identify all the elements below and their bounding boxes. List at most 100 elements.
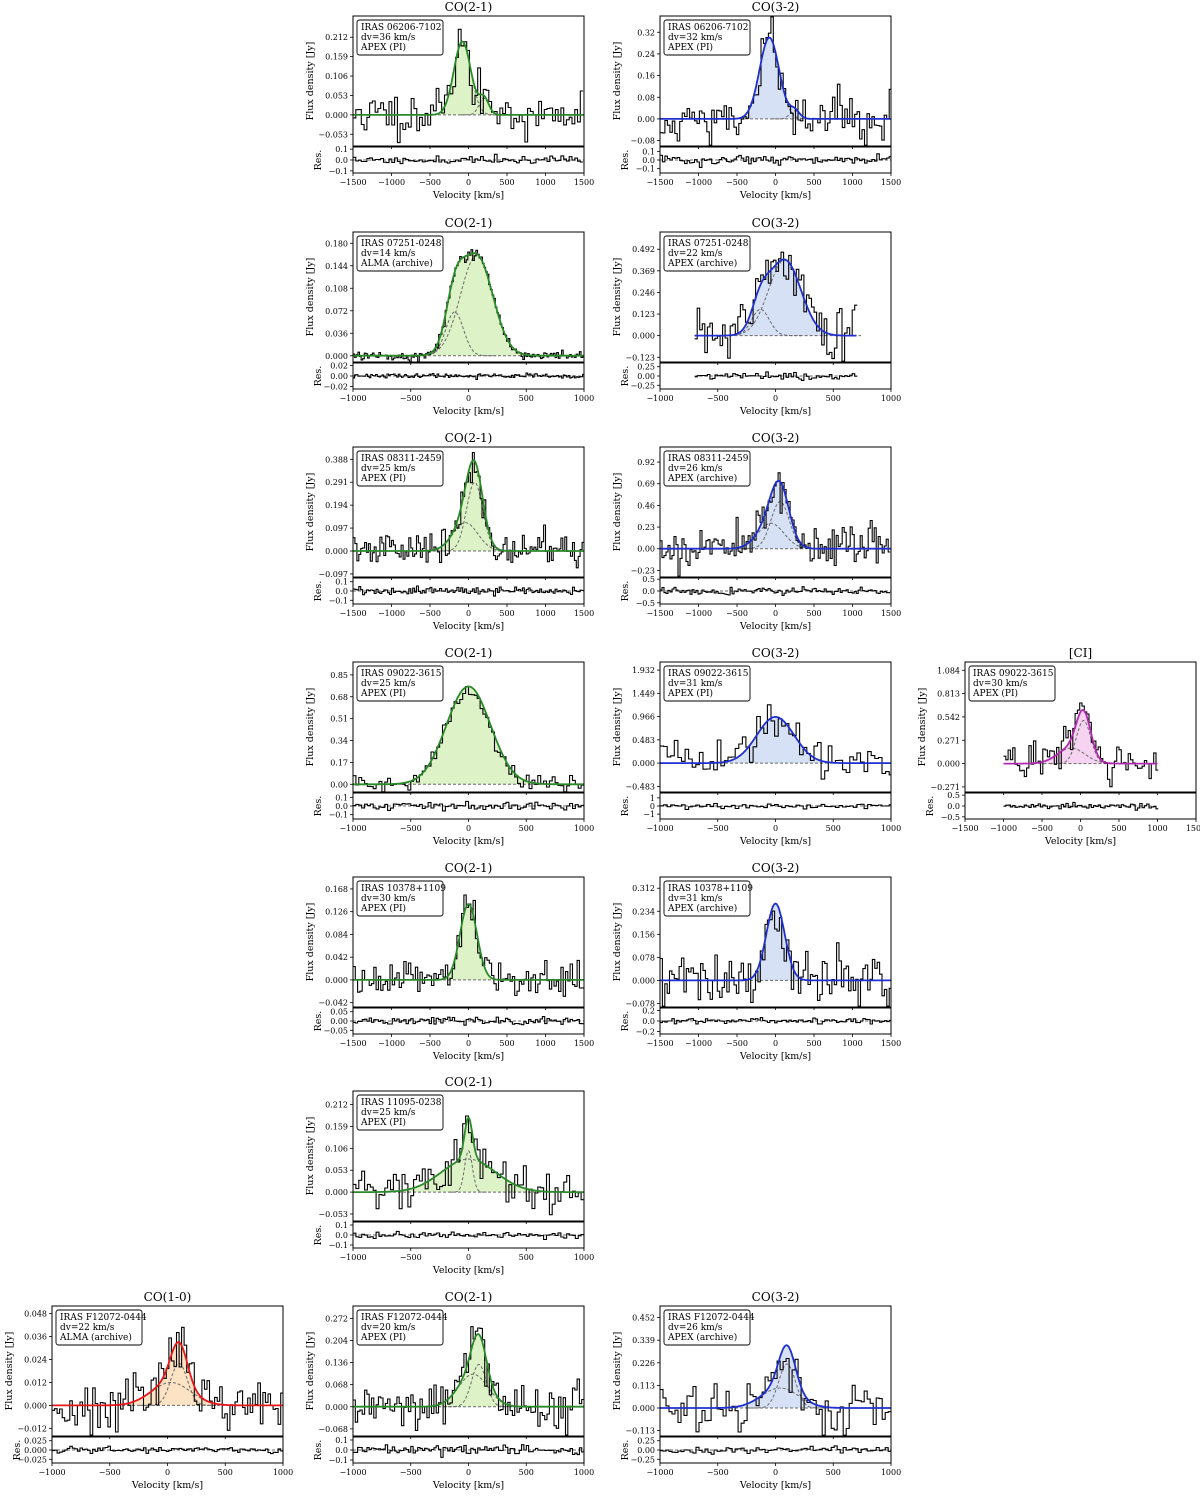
- x-tick-label: −1000: [646, 824, 673, 833]
- y-tick-label: 0.00: [330, 780, 348, 789]
- y-tick-label: 0.036: [325, 329, 348, 338]
- y-tick-label: 0.168: [325, 885, 348, 894]
- x-tick-label: −1000: [646, 1468, 673, 1477]
- x-tick-label: 500: [826, 394, 841, 403]
- model-fill: [353, 41, 584, 115]
- res-y-tick-label: 0.02: [330, 362, 348, 371]
- res-y-tick-label: 0: [650, 802, 655, 811]
- panel-title: CO(3-2): [752, 216, 800, 230]
- x-tick-label: 1500: [881, 609, 901, 618]
- res-y-tick-label: 0.1: [335, 793, 348, 802]
- panel-p8: −0.4830.0000.4830.9661.4491.932−101−1000…: [612, 646, 901, 847]
- x-tick-label: −1500: [951, 824, 978, 833]
- x-axis-label: Velocity [km/s]: [432, 1051, 504, 1062]
- x-tick-label: 500: [806, 609, 821, 618]
- panel-title: CO(3-2): [752, 1290, 800, 1304]
- residual-axis-label: Res.: [620, 581, 631, 602]
- gaussian-component-2: [413, 311, 497, 357]
- plot-area: [1003, 702, 1159, 788]
- y-tick-label: 0.000: [632, 976, 655, 985]
- info-box-frame: [55, 1309, 143, 1346]
- x-tick-label: 0: [1078, 824, 1083, 833]
- x-tick-label: 0: [773, 1468, 778, 1477]
- residual-axis-label: Res.: [313, 1225, 324, 1246]
- info-line-2: dv=30 km/s: [361, 894, 416, 904]
- spectrum: [660, 1357, 891, 1436]
- res-y-tick-label: 0.0: [335, 1231, 348, 1240]
- x-tick-label: 0: [466, 609, 471, 618]
- residual-area: [353, 1016, 584, 1026]
- residual-axis-label: Res.: [12, 1440, 23, 1461]
- res-y-tick-label: 0.25: [637, 363, 655, 372]
- info-line-3: APEX (PI): [360, 688, 406, 699]
- x-tick-label: 1000: [881, 1468, 901, 1477]
- residual-spectrum: [660, 586, 891, 596]
- y-tick-label: 0.000: [24, 1401, 47, 1410]
- x-tick-label: −1000: [339, 824, 366, 833]
- model-fill: [694, 259, 857, 336]
- res-y-tick-label: 0.1: [335, 1436, 348, 1445]
- y-tick-label: 0.180: [325, 239, 348, 248]
- res-y-tick-label: 0.0: [335, 587, 348, 596]
- x-tick-label: −1000: [378, 1039, 405, 1048]
- x-tick-label: 0: [466, 394, 471, 403]
- info-line-3: APEX (PI): [667, 42, 713, 53]
- y-tick-label: 0.17: [330, 758, 348, 767]
- res-y-tick-label: −0.2: [636, 1027, 655, 1036]
- x-tick-label: −500: [726, 609, 748, 618]
- residual-area: [660, 1445, 891, 1455]
- y-tick-label: 0.159: [325, 1122, 348, 1131]
- x-tick-label: 1500: [574, 178, 594, 187]
- info-line-3: APEX (archive): [667, 1332, 737, 1343]
- info-line-2: dv=26 km/s: [668, 1323, 723, 1333]
- plot-area: [660, 16, 891, 146]
- info-box-frame: [663, 1309, 751, 1346]
- y-tick-label: 0.226: [632, 1359, 655, 1368]
- y-tick-label: 0.000: [632, 759, 655, 768]
- model-fill: [353, 253, 584, 356]
- panel-title: CO(2-1): [445, 216, 493, 230]
- panel-p6: −0.23 0.00 0.23 0.46 0.69 0.92 −0.5 0.0 0.5 −1500…: [612, 431, 901, 632]
- y-tick-label: 0.813: [937, 690, 960, 699]
- x-tick-label: −500: [1031, 824, 1053, 833]
- panel-p13: −0.0120.0000.0120.0240.0360.048−0.0250.0…: [4, 1290, 293, 1491]
- y-tick-label: −0.23: [630, 566, 655, 575]
- panel-title: CO(2-1): [445, 0, 493, 14]
- y-tick-label: 0.053: [325, 1166, 348, 1175]
- x-tick-label: −1500: [339, 178, 366, 187]
- x-tick-label: 500: [826, 1468, 841, 1477]
- y-tick-label: 0.204: [325, 1336, 348, 1345]
- y-tick-label: −0.053: [318, 130, 348, 139]
- y-tick-label: 0.068: [325, 1381, 348, 1390]
- spectrum: [1003, 702, 1159, 788]
- y-axis-label: Flux density [Jy]: [917, 688, 928, 767]
- y-tick-label: 0.036: [24, 1333, 47, 1342]
- info-line-1: IRAS 06206-7102: [361, 23, 441, 33]
- res-y-tick-label: 0.25: [637, 1437, 655, 1446]
- panel-title: CO(2-1): [445, 1075, 493, 1089]
- x-tick-label: 500: [519, 1468, 534, 1477]
- residual-area: [353, 1230, 584, 1241]
- res-y-tick-label: 0.1: [335, 578, 348, 587]
- x-tick-label: 0: [165, 1468, 170, 1477]
- residual-axis-label: Res.: [313, 1440, 324, 1461]
- model-fit: [660, 716, 891, 764]
- spectrum: [660, 16, 891, 146]
- spectrum: [353, 451, 584, 569]
- y-axis-label: Flux density [Jy]: [612, 903, 623, 982]
- y-tick-label: 0.000: [325, 976, 348, 985]
- x-axis-label: Velocity [km/s]: [739, 836, 811, 847]
- y-tick-label: 0.048: [24, 1310, 47, 1319]
- y-tick-label: 0.92: [637, 458, 655, 467]
- y-axis-label: Flux density [Jy]: [305, 1117, 316, 1196]
- panel-p3: 0.0000.0360.0720.1080.1440.180−0.020.000…: [305, 216, 594, 417]
- info-line-3: ALMA (archive): [360, 258, 433, 269]
- y-tick-label: 0.212: [325, 1101, 348, 1110]
- x-tick-label: −500: [707, 1468, 729, 1477]
- x-tick-label: −1000: [378, 609, 405, 618]
- panel-title: CO(3-2): [752, 0, 800, 14]
